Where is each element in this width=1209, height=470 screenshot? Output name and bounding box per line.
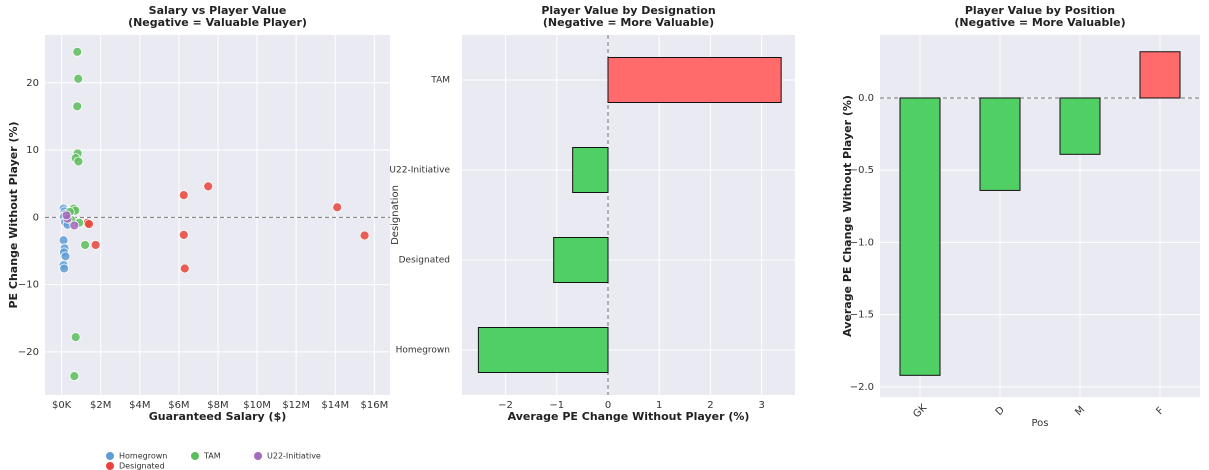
y-axis-label: Designation (390, 185, 401, 245)
scatter-point (59, 263, 70, 274)
y-axis-label: PE Change Without Player (%) (7, 121, 20, 308)
x-tick-label: $2M (90, 400, 111, 411)
x-axis-label: Pos (1031, 418, 1048, 429)
y-tick-label: TAM (430, 76, 450, 86)
y-tick-label: 20 (26, 78, 39, 89)
y-tick-label: −1.0 (850, 237, 874, 248)
y-tick-label: Designated (399, 256, 450, 266)
scatter-point (73, 156, 84, 167)
x-tick-label: 1 (656, 400, 662, 411)
y-tick-label: −0.5 (850, 165, 874, 176)
legend-marker (106, 462, 114, 470)
bar (1139, 51, 1181, 99)
chart-title: Salary vs Player Value (149, 4, 287, 17)
scatter-point (359, 230, 370, 241)
bar (477, 327, 609, 373)
y-tick-label: Homegrown (396, 346, 450, 356)
bar (899, 97, 941, 376)
x-tick-label: 2 (707, 400, 713, 411)
bar (979, 97, 1021, 191)
scatter-point (72, 46, 83, 57)
y-tick-label: −10 (18, 280, 39, 291)
scatter-point (69, 371, 80, 382)
chart-title: Player Value by Designation (541, 4, 715, 17)
scatter-point (70, 332, 81, 343)
x-axis-label: Guaranteed Salary ($) (149, 410, 287, 423)
scatter-point (61, 210, 72, 221)
scatter-point (69, 220, 80, 231)
y-tick-label: U22-Initiative (389, 166, 450, 176)
scatter-point (84, 219, 94, 229)
scatter-point (332, 202, 343, 213)
scatter-point (203, 181, 214, 192)
x-tick-label: $4M (129, 400, 150, 411)
x-tick-label: $14M (321, 400, 349, 411)
x-tick-label: 0 (605, 400, 611, 411)
legend-label: Homegrown (119, 452, 167, 461)
x-tick-label: $8M (207, 400, 228, 411)
x-tick-label: $10M (243, 400, 271, 411)
chart-subtitle: (Negative = More Valuable) (543, 16, 714, 29)
x-tick-label: $0K (52, 400, 72, 411)
x-tick-label: 3 (759, 400, 765, 411)
scatter-point (60, 251, 71, 262)
legend-marker (254, 452, 262, 460)
bar (1059, 97, 1101, 155)
scatter-point (73, 73, 84, 84)
legend-marker (191, 452, 199, 460)
scatter-point (178, 190, 189, 201)
bar (553, 237, 609, 283)
y-tick-label: 10 (26, 145, 39, 156)
scatter-point (80, 240, 90, 250)
scatter-point (90, 240, 101, 250)
scatter-point (58, 235, 69, 246)
legend-label: TAM (203, 452, 221, 461)
y-tick-label: −2.0 (850, 382, 874, 393)
scatter-point (179, 263, 190, 274)
scatter-point (72, 101, 83, 112)
x-tick-label: GK (911, 402, 929, 420)
legend-marker (106, 452, 114, 460)
x-tick-label: −2 (498, 400, 513, 411)
x-tick-label: $6M (168, 400, 189, 411)
bar (572, 147, 609, 193)
x-tick-label: M (1073, 404, 1087, 418)
legend-label: U22-Initiative (267, 452, 321, 461)
chart-title: Player Value by Position (965, 4, 1115, 17)
x-tick-label: −1 (549, 400, 564, 411)
legend-label: Designated (119, 462, 165, 470)
x-tick-label: F (1154, 405, 1166, 417)
y-axis-label: Average PE Change Without Player (%) (841, 95, 854, 337)
x-tick-label: D (994, 405, 1007, 418)
x-axis-label: Average PE Change Without Player (%) (508, 410, 750, 423)
y-tick-label: 0 (33, 212, 39, 223)
scatter-point (178, 229, 189, 240)
y-tick-label: −1.5 (850, 310, 874, 321)
x-tick-label: $12M (282, 400, 310, 411)
chart-subtitle: (Negative = Valuable Player) (128, 16, 307, 29)
y-tick-label: −20 (18, 347, 39, 358)
x-tick-label: $16M (361, 400, 389, 411)
chart-subtitle: (Negative = More Valuable) (954, 16, 1125, 29)
bar (607, 57, 782, 103)
y-tick-label: 0.0 (858, 93, 874, 104)
